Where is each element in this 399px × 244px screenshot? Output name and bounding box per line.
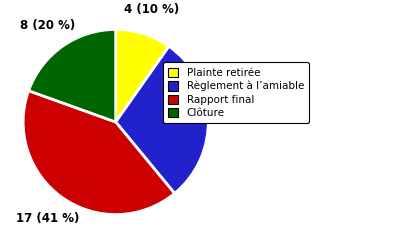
Wedge shape — [23, 91, 175, 214]
Text: 12 (29 %): 12 (29 %) — [202, 111, 266, 124]
Text: 4 (10 %): 4 (10 %) — [124, 2, 179, 16]
Text: 17 (41 %): 17 (41 %) — [16, 213, 79, 225]
Legend: Plainte retirée, Règlement à l’amiable, Rapport final, Clôture: Plainte retirée, Règlement à l’amiable, … — [162, 62, 309, 123]
Text: 8 (20 %): 8 (20 %) — [20, 19, 75, 31]
Wedge shape — [116, 46, 208, 193]
Wedge shape — [29, 30, 116, 122]
Wedge shape — [116, 30, 169, 122]
